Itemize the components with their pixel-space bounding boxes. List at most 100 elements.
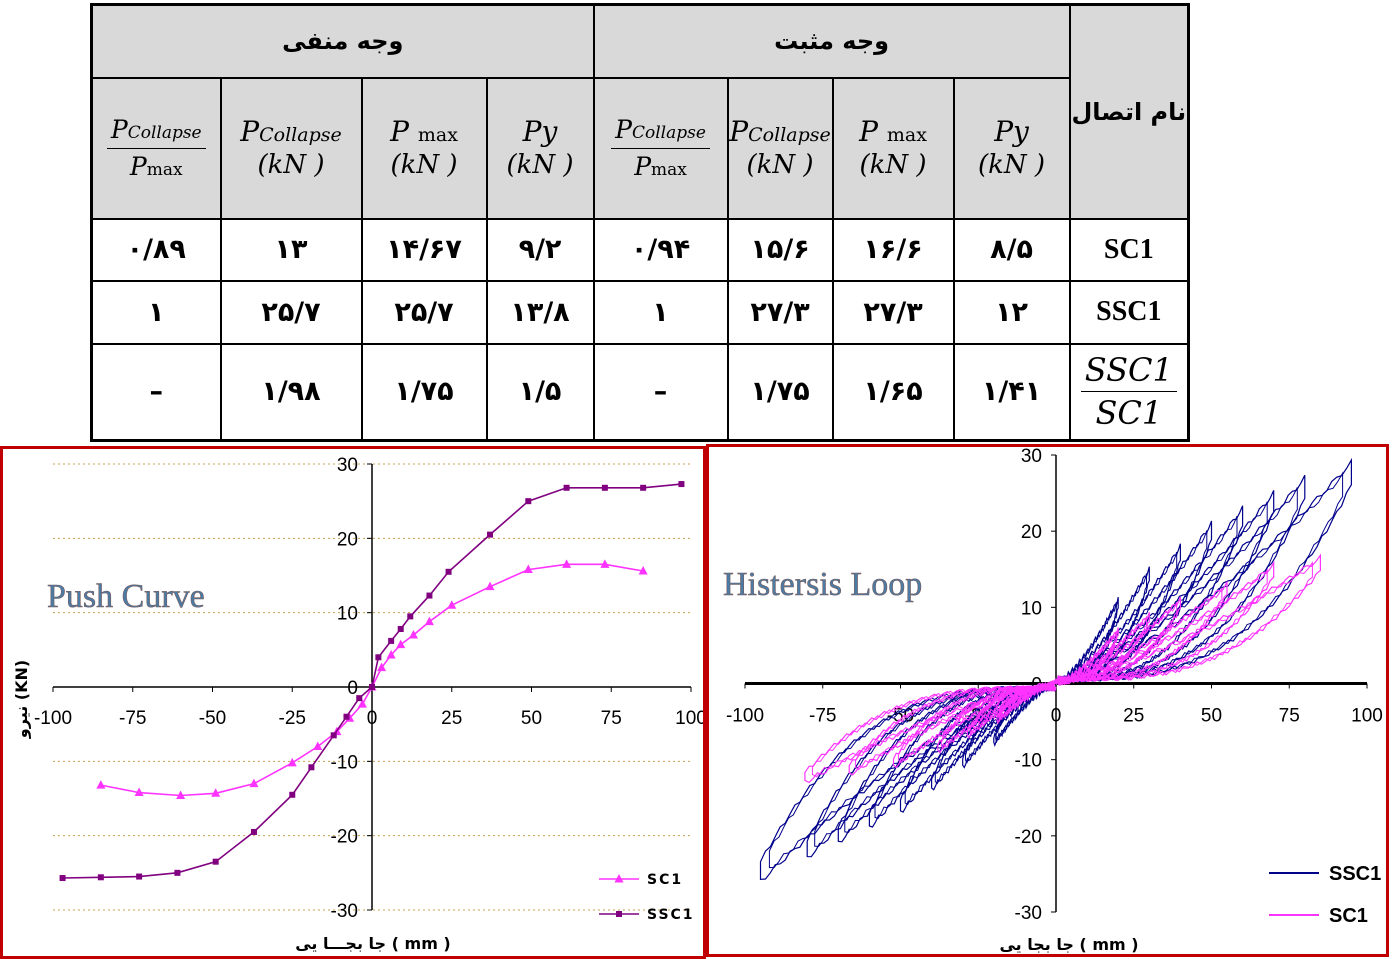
data-point-sc1 (562, 559, 572, 568)
data-point-sc1 (357, 699, 367, 708)
x-axis-label: جا بجـــا یی ( mm ) (295, 934, 451, 953)
header-py-pos: Py (kN ) (952, 76, 1071, 220)
y-tick-label: 0 (347, 678, 358, 699)
cell: ۱۶/۶ (831, 217, 955, 283)
data-point-ssc1 (289, 791, 296, 798)
data-point-ssc1 (397, 626, 404, 633)
y-tick-label: 30 (337, 455, 358, 476)
cell: ۲۵/۷ (219, 280, 363, 345)
cell: ۱/۵ (485, 342, 595, 442)
connection-name-header: نام اتصال (1068, 3, 1190, 220)
data-point-ssc1 (308, 764, 315, 771)
data-point-sc1 (408, 629, 418, 639)
data-point-sc1 (249, 778, 259, 788)
x-tick-label: 75 (601, 708, 622, 729)
cell: ۰/۸۹ (90, 217, 222, 283)
x-tick-label: 50 (1201, 706, 1222, 727)
cell: ۱۵/۶ (726, 217, 834, 283)
group-header-positive: وجه مثبت (592, 3, 1071, 79)
y-axis-label: نیرو (KN) (12, 660, 31, 739)
table-row: ۰/۸۹ ۱۳ ۱۴/۶۷ ۹/۲ ۰/۹۴ ۱۵/۶ ۱۶/۶ ۸/۵ SC1 (90, 217, 1190, 283)
y-tick-label: -20 (331, 827, 358, 848)
data-point-ssc1 (212, 858, 219, 865)
data-point-sc1 (211, 788, 221, 797)
cell: ۱/۶۵ (831, 342, 955, 442)
y-tick-label: -10 (1015, 751, 1042, 772)
cell: – (592, 342, 729, 442)
data-point-ssc1 (174, 869, 181, 876)
data-point-sc1 (176, 790, 186, 800)
data-point-ssc1 (640, 484, 647, 491)
cell: ۱ (90, 280, 222, 345)
y-tick-label: 10 (1021, 598, 1042, 619)
x-tick-label: -50 (199, 708, 226, 729)
chart-title: Histersis Loop (723, 566, 922, 603)
data-point-sc1 (313, 741, 323, 750)
row-name-ratio: SSC1 SC1 (1068, 342, 1190, 442)
y-tick-label: -30 (1015, 903, 1042, 924)
x-tick-label: 0 (367, 708, 378, 729)
header-collapse-ratio-pos: PCollapse Pmax (592, 76, 729, 220)
data-point-ssc1 (445, 568, 452, 575)
hysteresis-loop-chart: -100 -75 -50 -25 0 25 50 75 1003020100-10-20-30H… (723, 447, 1383, 954)
data-point-ssc1 (388, 637, 395, 644)
data-point-sc1 (134, 787, 144, 797)
header-pcollapse-neg: PCollapse (kN ) (219, 76, 363, 220)
y-tick-label: 20 (1021, 522, 1042, 543)
data-point-sc1 (600, 559, 610, 568)
header-pmax-neg: P max (kN ) (360, 76, 488, 220)
data-point-sc1 (447, 600, 457, 609)
x-tick-label: -25 (279, 708, 306, 729)
results-table: وجه منفی وجه مثبت نام اتصال PCollapse Pma… (90, 3, 1191, 442)
data-point-ssc1 (356, 695, 363, 702)
row-name-sc1: SC1 (1068, 217, 1190, 283)
cell: ۲۷/۳ (831, 280, 955, 345)
series-line-sc1 (100, 563, 644, 797)
y-tick-label: 20 (337, 529, 358, 550)
cell: ۰/۹۴ (592, 217, 729, 283)
data-point-sc1 (523, 564, 533, 574)
cell: ۱۳ (219, 217, 363, 283)
data-point-ssc1 (487, 531, 494, 538)
x-tick-label: 50 (521, 708, 542, 729)
y-tick-label: -20 (1015, 827, 1042, 848)
data-point-ssc1 (426, 592, 433, 599)
y-tick-label: 10 (337, 604, 358, 625)
data-point-sc1 (638, 566, 648, 575)
cell: ۲۷/۳ (726, 280, 834, 345)
cell: ۹/۲ (485, 217, 595, 283)
legend-label-ssc1: SSC1 (1329, 863, 1381, 885)
x-axis-label: جا بجا یی ( mm ) (999, 935, 1138, 954)
x-tick-label: -100 (726, 706, 764, 727)
table-row: – ۱/۹۸ ۱/۷۵ ۱/۵ – ۱/۷۵ ۱/۶۵ ۱/۴۱ SSC1 SC1 (90, 342, 1190, 442)
x-tick-label: 100 (1351, 706, 1383, 727)
x-tick-label: -100 (34, 708, 72, 729)
data-point-ssc1 (343, 713, 350, 720)
data-point-ssc1 (136, 873, 143, 880)
data-point-sc1 (386, 650, 396, 659)
x-tick-label: 25 (441, 708, 462, 729)
hysteresis-loop-panel: -100 -75 -50 -25 0 25 50 75 100 30 20 10 0 -10 -20 -30 H… (706, 444, 1389, 957)
x-tick-label: 0 (1051, 706, 1062, 727)
cell: ۱ (592, 280, 729, 345)
y-tick-label: -30 (331, 901, 358, 922)
x-tick-label: 75 (1279, 706, 1300, 727)
x-tick-label: -75 (809, 706, 836, 727)
cell: ۱۴/۶۷ (360, 217, 488, 283)
cell: ۱/۷۵ (726, 342, 834, 442)
data-point-ssc1 (678, 481, 685, 488)
legend-label-sc1: SC1 (647, 872, 683, 888)
header-py-neg: Py (kN ) (485, 76, 595, 220)
header-pmax-pos: P max (kN ) (831, 76, 955, 220)
cell: ۱/۹۸ (219, 342, 363, 442)
group-header-negative: وجه منفی (90, 3, 595, 79)
data-point-sc1 (424, 616, 434, 626)
push-curve-panel: -100 -75 -50 -25 0 25 50 75 100 30 20 10 0 -10 -20 -30 P… (0, 446, 706, 959)
header-collapse-ratio-neg: PCollapse Pmax (90, 76, 222, 220)
data-point-sc1 (96, 780, 106, 789)
data-point-sc1 (377, 662, 387, 672)
cell: ۸/۵ (952, 217, 1071, 283)
table-row: ۱ ۲۵/۷ ۲۵/۷ ۱۳/۸ ۱ ۲۷/۳ ۲۷/۳ ۱۲ SSC1 (90, 280, 1190, 345)
chart-title: Push Curve (47, 578, 205, 615)
cell: ۲۵/۷ (360, 280, 488, 345)
